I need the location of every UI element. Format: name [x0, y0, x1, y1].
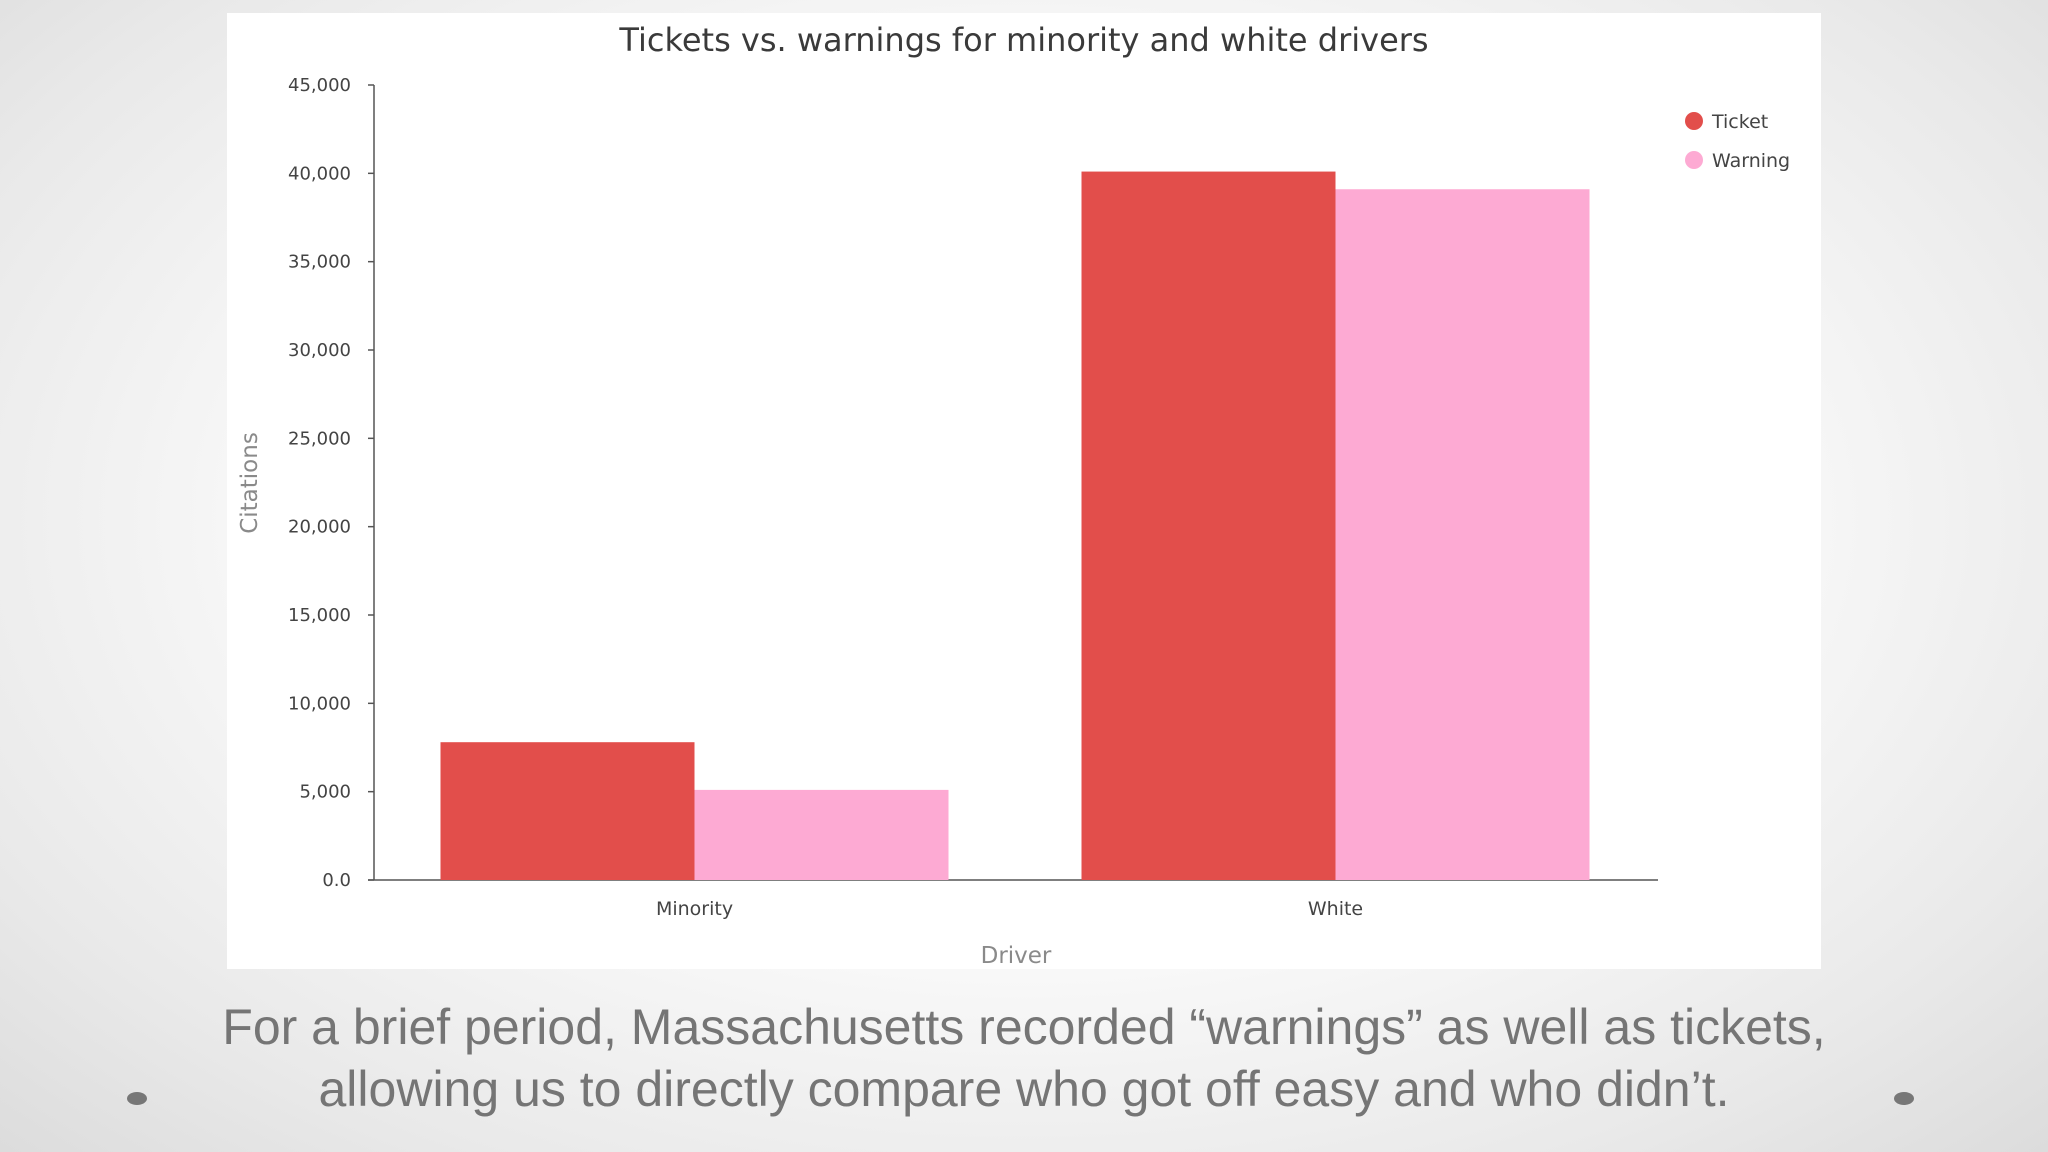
x-tick-label: White — [1308, 898, 1363, 920]
chart-title: Tickets vs. warnings for minority and wh… — [618, 21, 1428, 59]
legend-label-warning: Warning — [1712, 150, 1790, 172]
legend-label-ticket: Ticket — [1711, 111, 1768, 133]
bar-ticket-minority — [440, 742, 695, 880]
legend: Ticket Warning — [1685, 111, 1790, 172]
y-tick-label: 15,000 — [288, 605, 351, 626]
y-axis-title: Citations — [237, 432, 263, 534]
y-tick-label: 40,000 — [288, 163, 351, 184]
y-tick-label: 35,000 — [288, 252, 351, 273]
slide-caption: For a brief period, Massachusetts record… — [180, 996, 1868, 1120]
y-axis: 0.0 5,000 10,000 15,000 20,000 25,000 30,000 35… — [288, 75, 375, 891]
x-axis-title: Driver — [981, 943, 1052, 969]
y-tick-label: 5,000 — [299, 782, 351, 803]
y-tick-label: 10,000 — [288, 693, 351, 714]
x-tick-label: Minority — [656, 898, 733, 920]
y-tick-label: 0.0 — [322, 870, 351, 891]
bar-chart: Tickets vs. warnings for minority and wh… — [237, 21, 1790, 969]
caption-line-2: allowing us to directly compare who got … — [318, 1061, 1730, 1117]
chart-card: Tickets vs. warnings for minority and wh… — [227, 13, 1821, 969]
legend-marker-warning — [1685, 151, 1703, 169]
bar-warning-minority — [694, 789, 949, 880]
bullet-dot-left — [127, 1092, 147, 1105]
bars — [440, 171, 1590, 881]
y-tick-label: 30,000 — [288, 340, 351, 361]
bullet-dot-right — [1894, 1092, 1914, 1105]
legend-marker-ticket — [1685, 112, 1703, 130]
bar-ticket-white — [1081, 171, 1336, 881]
y-tick-label: 20,000 — [288, 517, 351, 538]
y-tick-label: 25,000 — [288, 428, 351, 449]
y-tick-label: 45,000 — [288, 75, 351, 96]
x-axis: Minority White — [368, 879, 1658, 920]
bar-warning-white — [1335, 189, 1590, 880]
caption-line-1: For a brief period, Massachusetts record… — [222, 999, 1826, 1055]
